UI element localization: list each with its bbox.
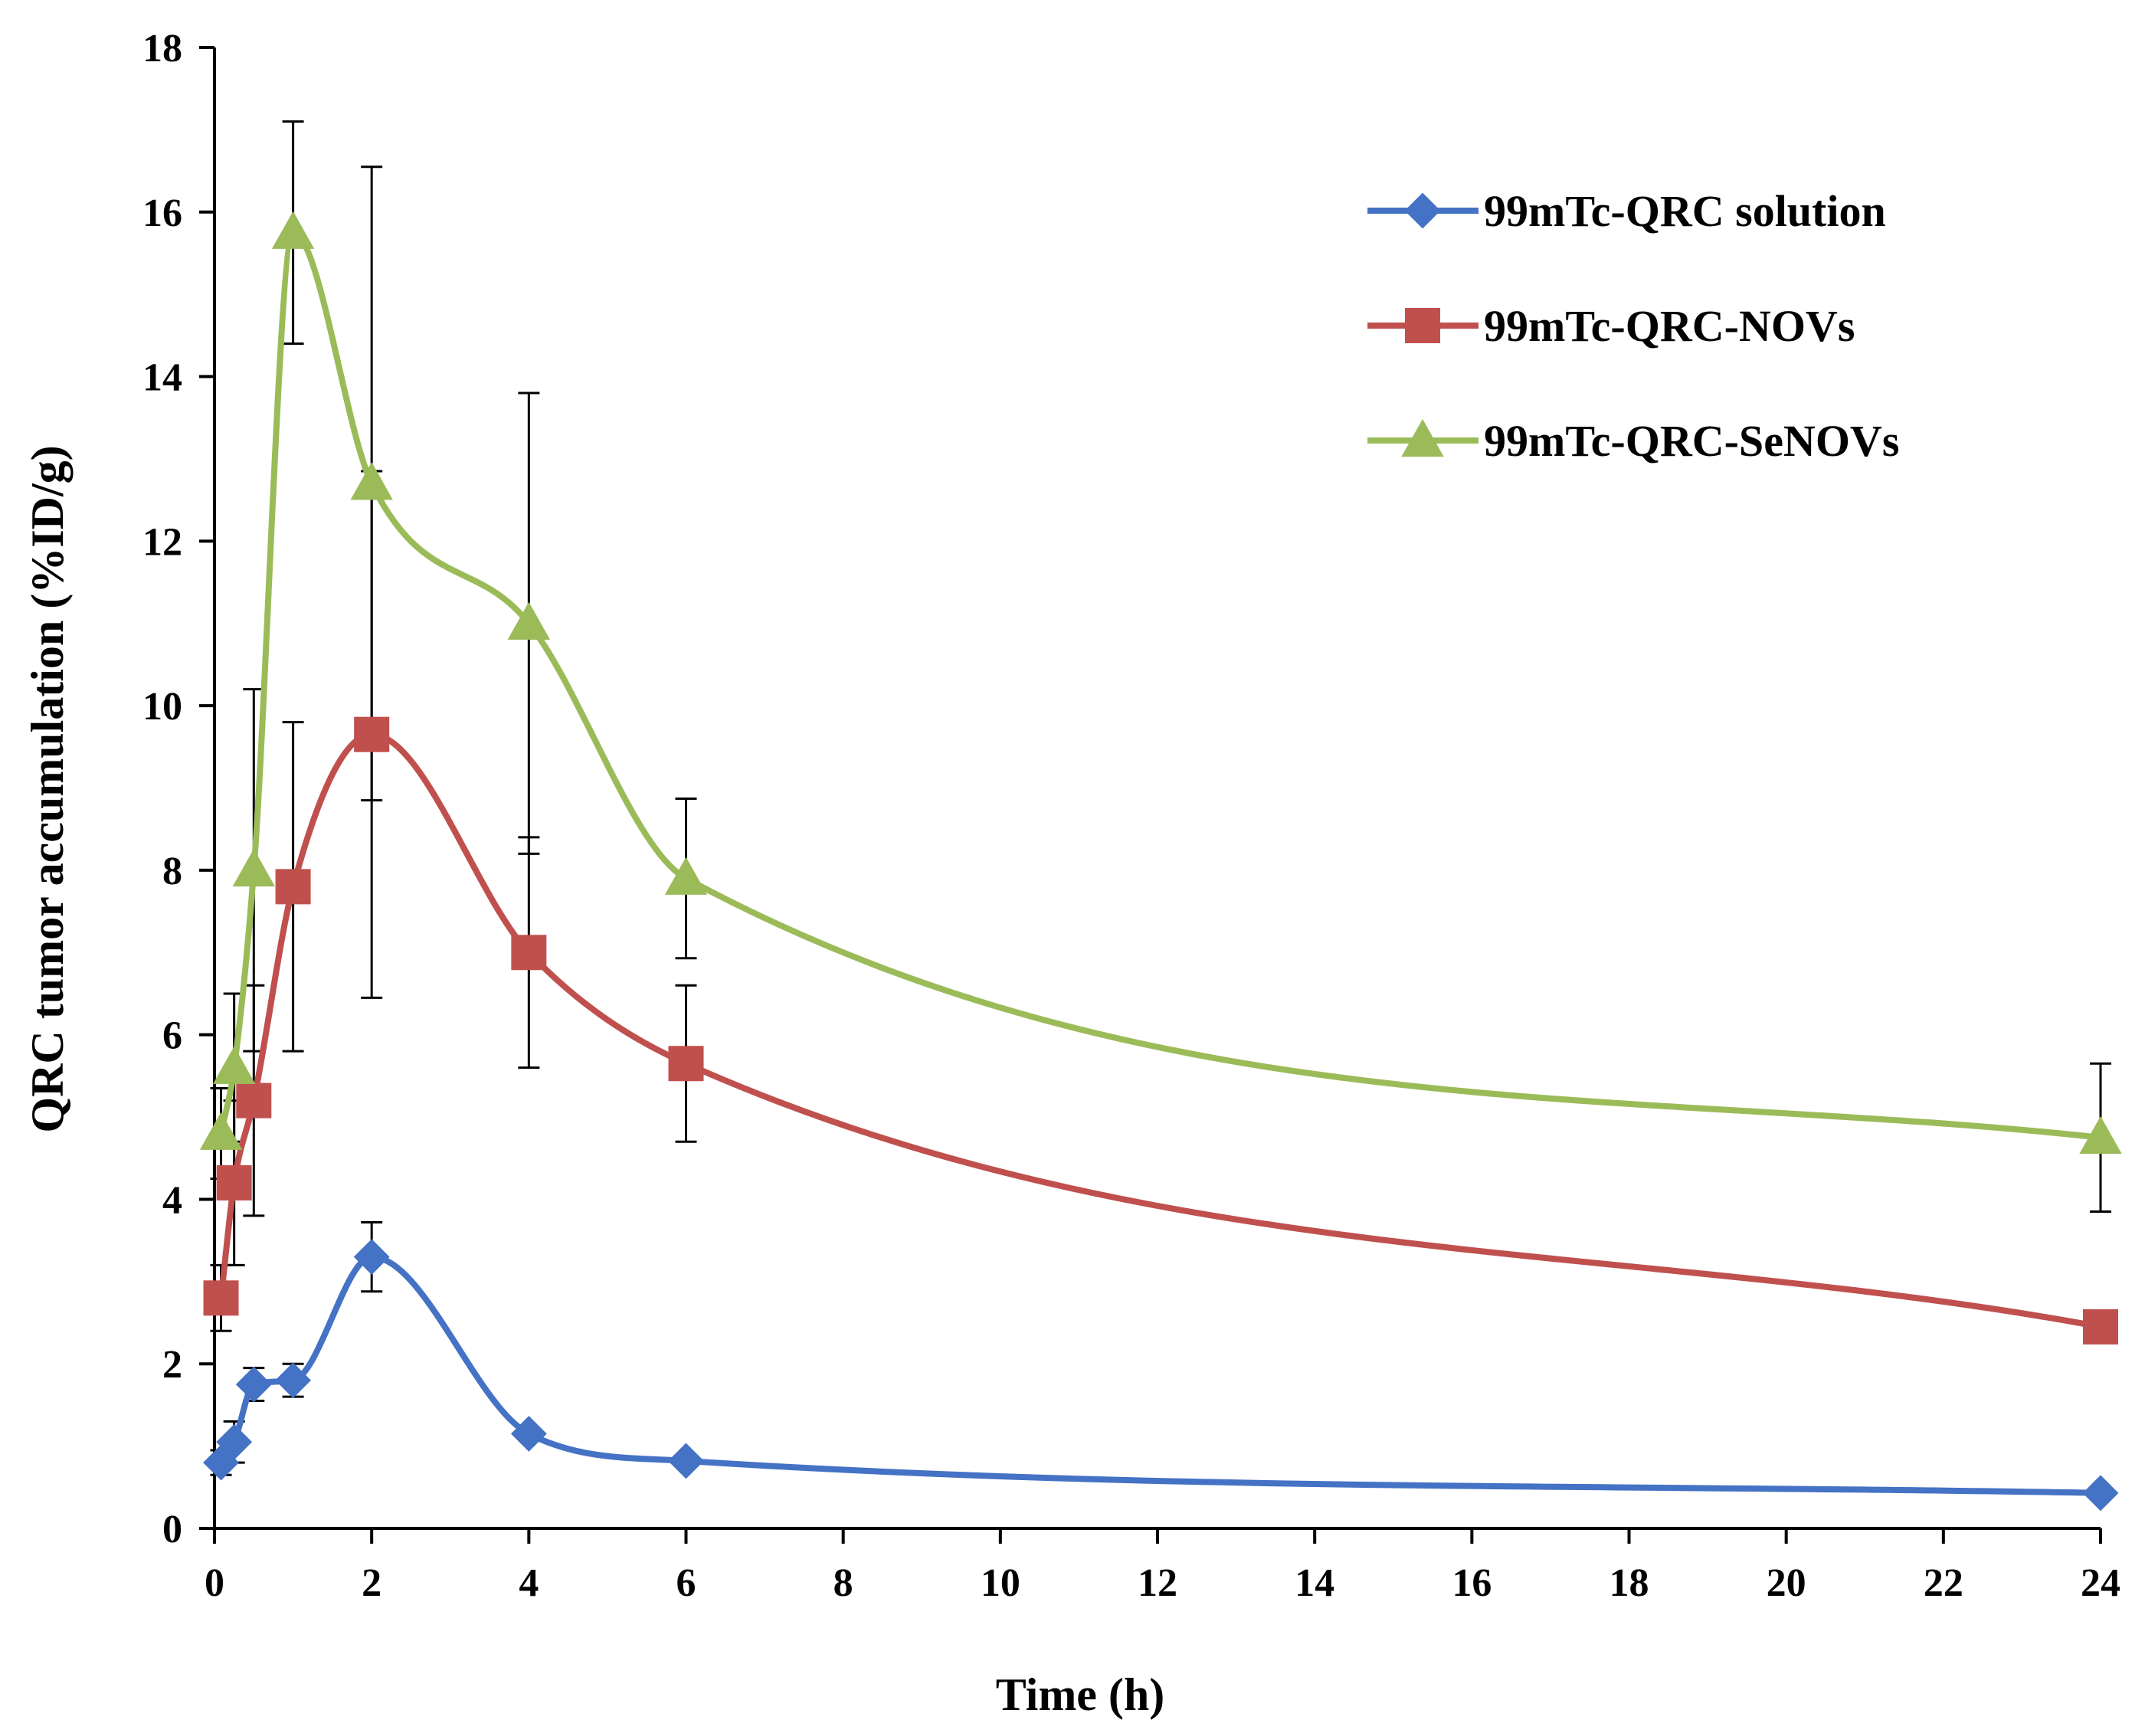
legend: 99mTc-QRC solution 99mTc-QRC-NOVs 99mTc-QR… [1367,186,1899,466]
x-tick-label: 14 [1295,1561,1334,1605]
series-layer [199,120,2122,1512]
data-point [2079,1115,2122,1155]
error-bars-2 [210,120,2111,1214]
series-line [218,1253,2104,1496]
x-tick-label: 0 [205,1561,224,1605]
data-point [2083,1309,2118,1345]
x-tick-label: 2 [362,1561,382,1605]
series-line [218,229,2104,1141]
x-tick-label: 8 [833,1561,853,1605]
legend-item: 99mTc-QRC-NOVs [1367,301,1855,351]
legend-marker [1404,192,1441,229]
data-point [510,1416,547,1452]
data-point [236,1083,272,1119]
y-tick-label: 14 [142,356,182,400]
legend-item: 99mTc-QRC-SeNOVs [1367,416,1899,466]
x-tick-label: 24 [2081,1561,2120,1605]
data-point [232,848,276,887]
legend-label: 99mTc-QRC-NOVs [1484,301,1855,351]
data-point [668,1443,704,1479]
y-tick-label: 16 [142,192,182,235]
data-point [353,1239,390,1276]
data-point [216,1164,252,1200]
data-point [235,1366,272,1403]
y-tick-label: 10 [142,685,182,729]
y-tick-label: 0 [162,1508,182,1551]
y-tick-label: 8 [162,850,182,893]
x-tick-label: 12 [1138,1561,1177,1605]
y-tick-label: 18 [142,27,182,70]
x-tick-label: 16 [1452,1561,1492,1605]
series-2 [199,211,2122,1155]
axes [213,47,2101,1530]
data-point [511,935,547,971]
data-point [212,1046,256,1084]
legend-label: 99mTc-QRC-SeNOVs [1484,416,1899,466]
y-tick-label: 12 [142,520,182,564]
legend-marker [1401,418,1444,457]
data-point [271,211,315,249]
data-point [668,1046,704,1082]
data-point [350,462,393,500]
data-point [199,1112,243,1150]
data-point [275,1362,311,1399]
y-tick-label: 2 [162,1343,182,1387]
x-tick-label: 20 [1767,1561,1806,1605]
data-point [203,1280,239,1316]
x-ticks: 0 2 4 6 8 10 12 14 16 18 20 22 24 [205,1528,2120,1605]
series-1 [203,716,2118,1345]
legend-label: 99mTc-QRC solution [1484,186,1886,236]
data-point [2082,1475,2119,1512]
series-0 [203,1239,2119,1512]
x-tick-label: 22 [1924,1561,1963,1605]
x-tick-label: 4 [519,1561,539,1605]
x-tick-label: 18 [1610,1561,1649,1605]
y-axis-title: QRC tumor accumulation (%ID/g) [22,445,73,1132]
y-ticks: 0 2 4 6 8 10 12 14 16 18 [142,27,215,1551]
legend-marker [1405,308,1440,343]
series-line [218,731,2104,1330]
legend-item: 99mTc-QRC solution [1367,186,1886,236]
x-tick-label: 10 [981,1561,1020,1605]
data-point [275,869,311,905]
x-tick-label: 6 [676,1561,696,1605]
y-tick-label: 6 [162,1014,182,1058]
data-point [664,857,708,895]
data-point [354,716,390,752]
x-axis-title: Time (h) [996,1669,1165,1720]
data-point [507,601,551,640]
data-point [216,1423,253,1460]
y-tick-label: 4 [162,1178,182,1222]
